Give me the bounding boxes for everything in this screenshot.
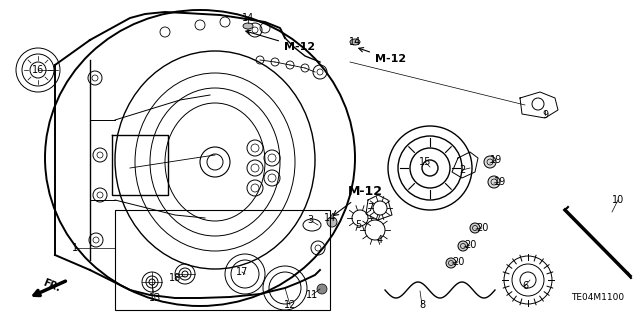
Circle shape [317, 284, 327, 294]
Text: M-12: M-12 [359, 48, 406, 64]
Text: 20: 20 [464, 240, 476, 250]
Text: 15: 15 [419, 157, 431, 167]
Text: 1: 1 [72, 243, 78, 253]
Circle shape [488, 176, 500, 188]
Circle shape [327, 217, 337, 227]
Text: 10: 10 [612, 195, 624, 205]
Text: 14: 14 [324, 213, 336, 223]
Text: 7: 7 [367, 203, 373, 213]
Text: 19: 19 [490, 155, 502, 165]
Text: M-12: M-12 [333, 185, 383, 216]
Text: 18: 18 [169, 273, 181, 283]
Text: 12: 12 [284, 300, 296, 310]
Ellipse shape [350, 39, 360, 45]
Text: M-12: M-12 [246, 30, 315, 52]
Text: 9: 9 [542, 110, 548, 120]
Text: 3: 3 [307, 215, 313, 225]
Text: 4: 4 [377, 235, 383, 245]
Text: 20: 20 [452, 257, 464, 267]
Text: 19: 19 [494, 177, 506, 187]
Text: FR.: FR. [42, 278, 62, 294]
Text: 17: 17 [236, 267, 248, 277]
Bar [115, 210, 330, 310]
Text: 8: 8 [419, 300, 425, 310]
Circle shape [458, 241, 468, 251]
Text: 16: 16 [32, 65, 44, 75]
Text: 2: 2 [459, 165, 465, 175]
Text: 6: 6 [522, 281, 528, 291]
Text: 5: 5 [355, 220, 361, 230]
Ellipse shape [243, 23, 253, 29]
Text: TE04M1100: TE04M1100 [572, 293, 625, 302]
Circle shape [470, 223, 480, 233]
Text: 20: 20 [476, 223, 488, 233]
Text: 14: 14 [349, 37, 361, 47]
Text: 13: 13 [149, 293, 161, 303]
Circle shape [484, 156, 496, 168]
Text: 14: 14 [242, 13, 254, 23]
Text: 11: 11 [306, 290, 318, 300]
Circle shape [446, 258, 456, 268]
